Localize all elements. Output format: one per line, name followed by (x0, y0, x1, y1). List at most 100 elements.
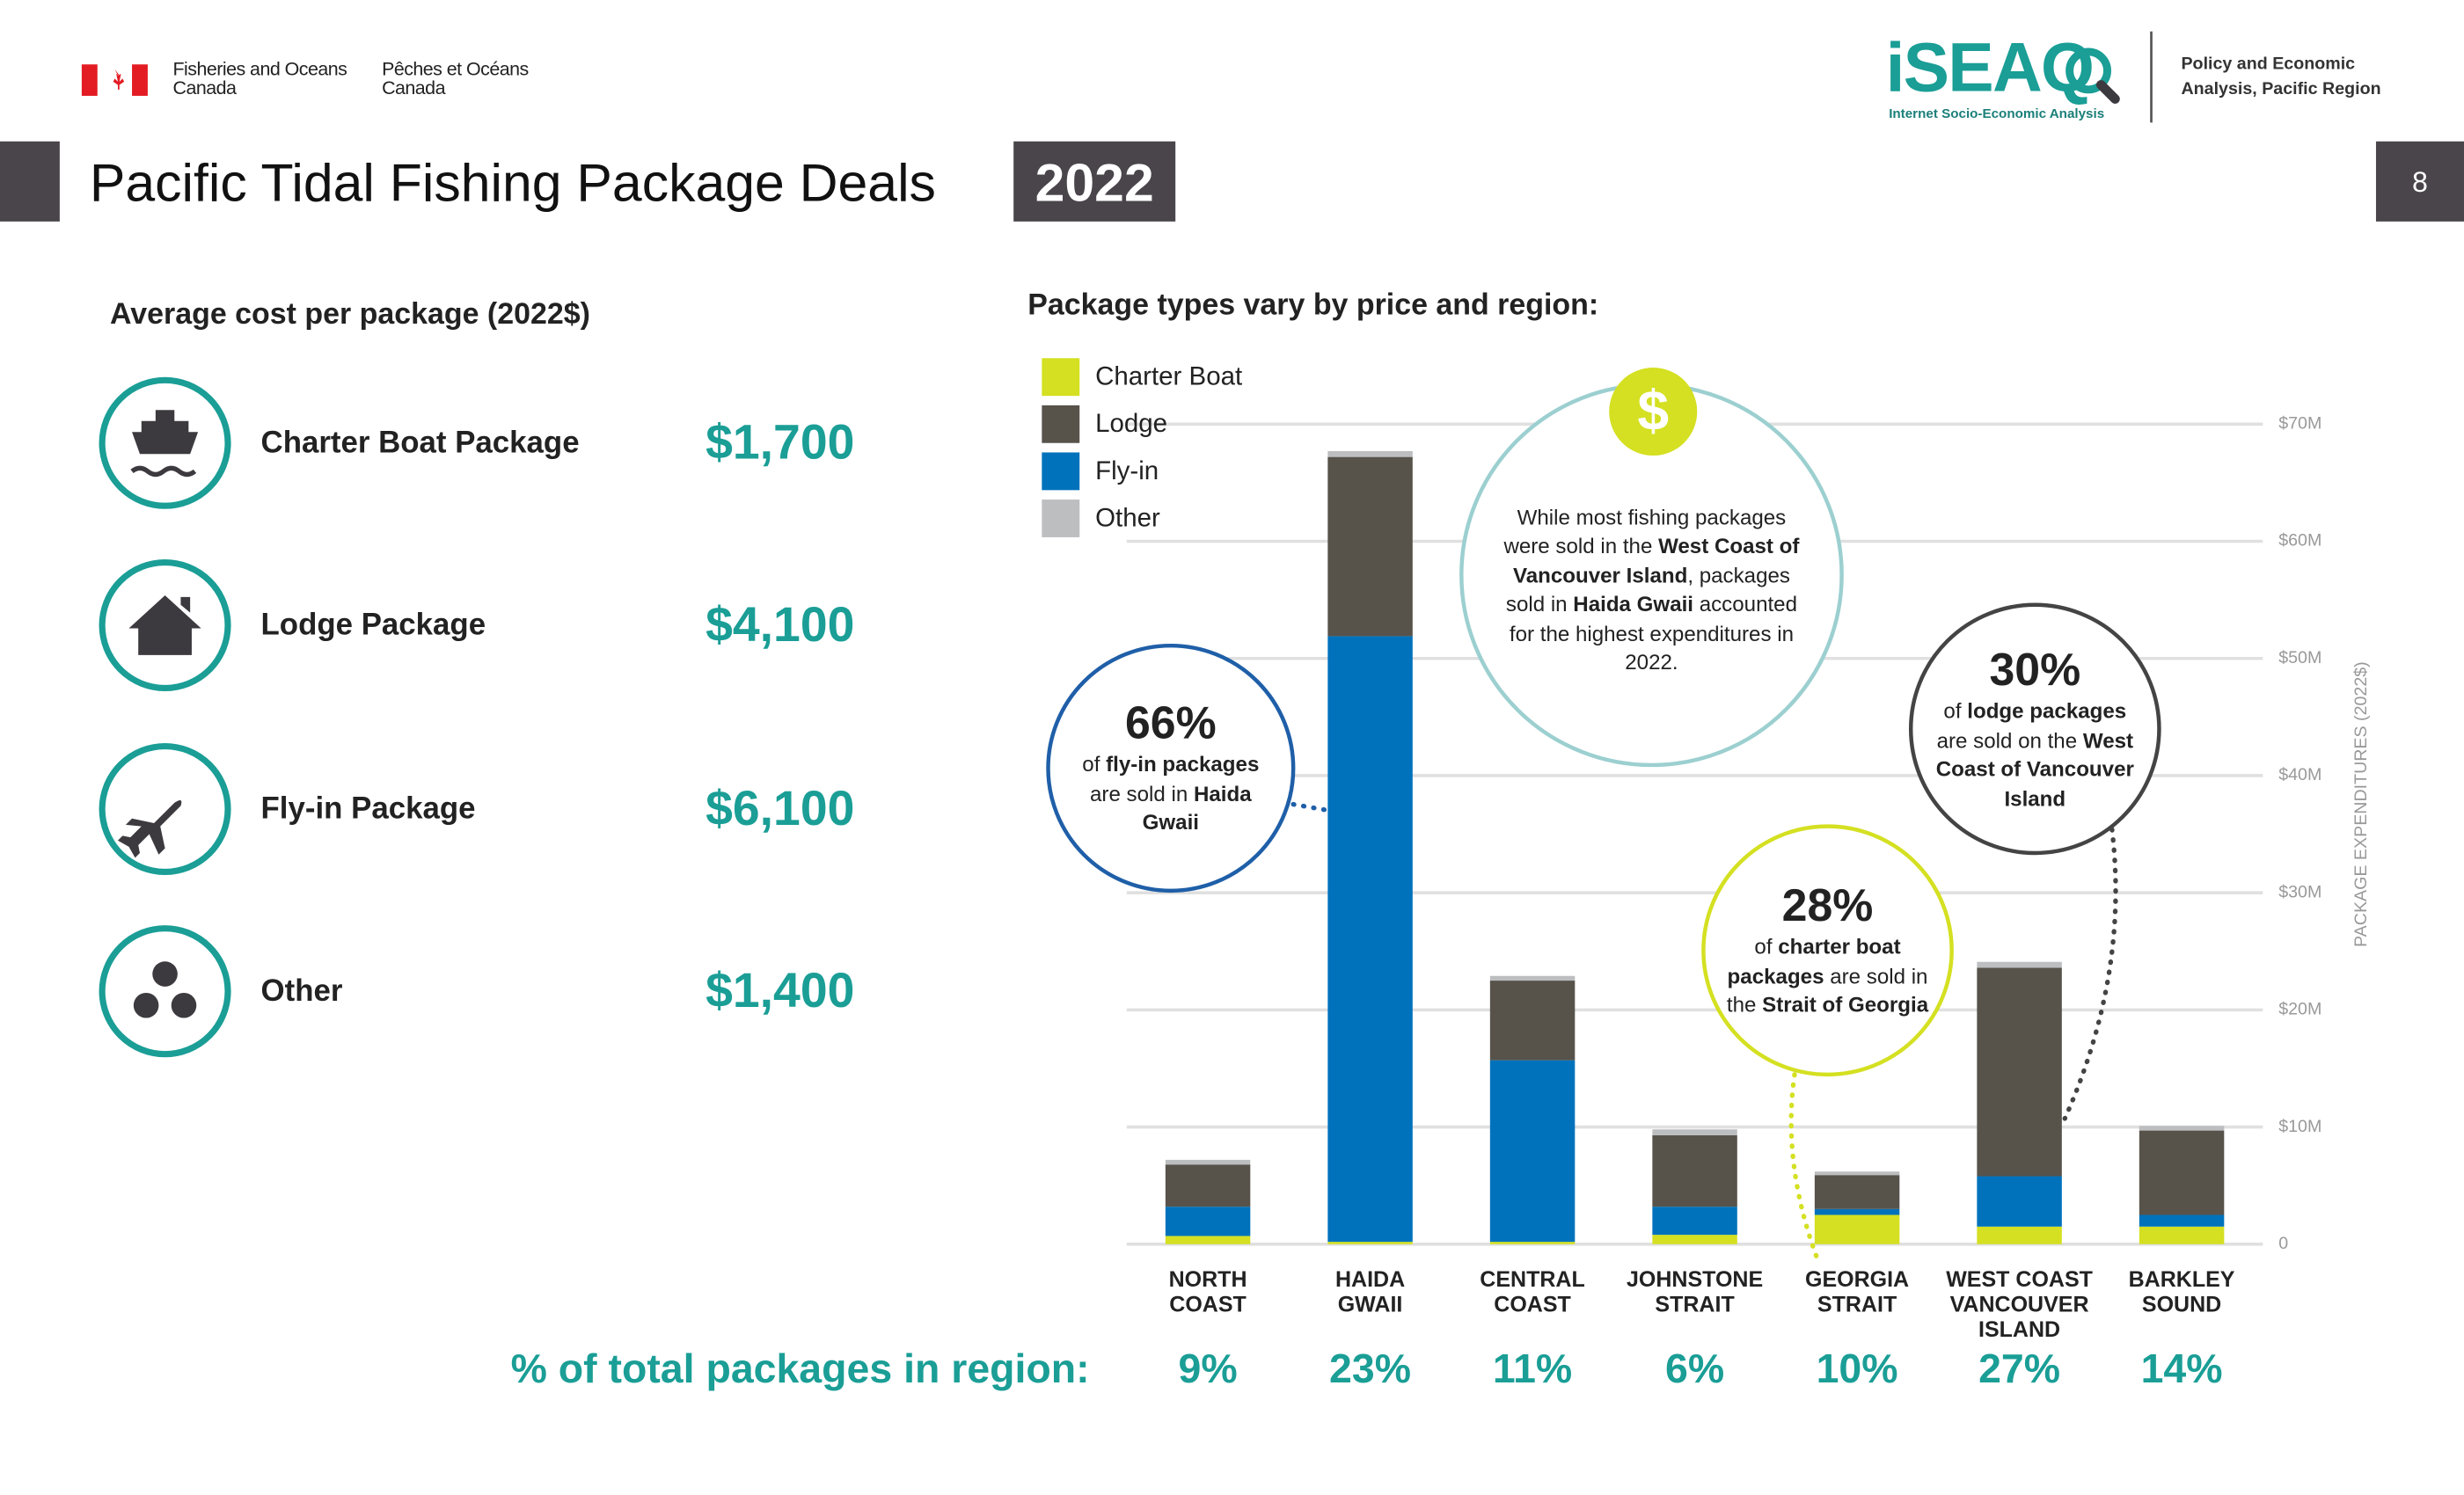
callout-emphasis: West Coast of Vancouver Island (1935, 727, 2134, 810)
bar-segment (1327, 450, 1413, 457)
bar-segment (1652, 1235, 1737, 1244)
region-share: 6% (1665, 1345, 1725, 1392)
logo-glass (2066, 47, 2111, 94)
callout-emphasis: lodge packages (1967, 698, 2127, 723)
logo-sub: Internet Socio-Economic Analysis (1889, 105, 2105, 121)
unit: Policy and Economic Analysis, Pacific Reg… (2181, 52, 2380, 102)
bars (1165, 450, 2225, 1244)
bar-segment (1489, 981, 1576, 1061)
bar-segment (1489, 1242, 1576, 1244)
callout-text: of (1082, 752, 1107, 777)
package-price: $6,100 (706, 780, 855, 836)
bar-segment (2139, 1130, 2225, 1215)
y-tick-label: 0 (2278, 1234, 2288, 1253)
region-share: 11% (1492, 1345, 1573, 1392)
package-name: Charter Boat Package (260, 426, 580, 461)
chart-title: Package types vary by price and region: (1027, 288, 1599, 323)
callout-text: of (1943, 698, 1968, 723)
y-tick-label: $40M (2278, 765, 2321, 784)
bar-segment (1652, 1207, 1737, 1236)
page-block (2375, 141, 2464, 222)
callout-emphasis: West Coast of Vancouver Island (1512, 534, 1800, 587)
dot-icon (133, 992, 159, 1018)
bar-segment (1652, 1134, 1737, 1207)
bar-segment (1652, 1129, 1737, 1135)
bar-segment (1165, 1164, 1251, 1207)
callout-text: are sold in (1090, 781, 1194, 806)
dot-icon (152, 961, 178, 987)
costs-title: Average cost per package (2022$) (110, 298, 590, 332)
icon-ring (99, 925, 231, 1058)
callout-emphasis: Haida Gwaii (1573, 592, 1694, 616)
legend-swatch (1042, 358, 1080, 397)
bar-segment (1977, 1226, 2062, 1244)
icons (117, 410, 201, 1018)
share-label: % of total packages in region: (510, 1345, 1090, 1392)
y-tick-label: $10M (2278, 1117, 2321, 1136)
callout-emphasis: fly-in packages (1106, 752, 1260, 777)
bar-segment (2139, 1126, 2225, 1131)
legend-swatch (1042, 405, 1080, 443)
icon-ring (99, 742, 231, 875)
bar-segment (1165, 1236, 1251, 1244)
region-share: 10% (1816, 1345, 1898, 1392)
dept-fr: Pêches et Océans Canada (382, 60, 529, 98)
bar-segment (2139, 1226, 2225, 1244)
callout: 66% of fly-in packages are sold in Haida … (1069, 697, 1273, 838)
callout-ring (1046, 643, 1296, 893)
callout-text: While most fishing packages were sold in… (1503, 505, 1787, 558)
bar-segment (1165, 1207, 1251, 1236)
dept-fr-line: Canada (382, 77, 445, 99)
bar-segment (1977, 1176, 2062, 1227)
legend-label: Lodge (1095, 410, 1168, 439)
y-tick-label: $70M (2278, 414, 2321, 434)
legend-label: Charter Boat (1095, 362, 1243, 391)
callout-head: 30% (1989, 645, 2081, 696)
flag-bar (132, 64, 148, 96)
callout-text: accounted for the highest expenditures i… (1509, 592, 1798, 675)
callout-emphasis: charter boat packages (1727, 934, 1901, 988)
bar-segment (1977, 967, 2062, 1177)
callout-text: are sold in the (1726, 963, 1928, 1017)
bar-segment (1814, 1171, 1900, 1176)
x-tick-label: NORTH COAST (1168, 1265, 1247, 1316)
callout-emphasis: Strait of Georgia (1762, 992, 1929, 1017)
dollar-icon: $ (1637, 379, 1669, 442)
page-number: 8 (2412, 166, 2428, 199)
bar-segment (1814, 1208, 1900, 1215)
legend-label: Fly-in (1095, 456, 1159, 485)
callout: 28% of charter boat packages are sold in … (1724, 879, 1932, 1020)
connector (2062, 827, 2118, 1121)
page-year: 2022 (1035, 154, 1154, 214)
callout-text: , packages sold in (1505, 563, 1790, 616)
y-tick-label: $60M (2278, 531, 2321, 551)
y-tick-label: $50M (2278, 648, 2321, 667)
region-share: 14% (2140, 1345, 2223, 1392)
connector (1290, 801, 1332, 813)
legend-label: Other (1095, 504, 1160, 533)
callout-ring (1908, 602, 2161, 856)
plane-icon (117, 799, 182, 858)
x-tick-label: GEORGIA STRAIT (1805, 1265, 1910, 1316)
connector (1788, 1072, 1819, 1259)
bar-segment (1327, 1242, 1413, 1244)
logo-handle (2095, 80, 2120, 104)
y-tick-label: $20M (2278, 1000, 2321, 1019)
house-icon (128, 595, 201, 655)
region-share: 27% (1978, 1345, 2061, 1392)
callout-text: are sold on the (1936, 727, 2083, 752)
callout: 30% of lodge packages are sold on the Wes… (1931, 644, 2139, 813)
year-block (1013, 141, 1176, 222)
package-price: $1,700 (706, 414, 855, 470)
y-axis-label: PACKAGE EXPENDITURES (2022$) (2351, 661, 2371, 947)
logo: iSEAQ (1885, 29, 2095, 107)
region-share: 23% (1329, 1345, 1412, 1392)
callout-emphasis: Haida Gwaii (1142, 781, 1252, 835)
icon-rings (99, 376, 231, 1058)
legend-swatch (1042, 452, 1080, 491)
x-tick-label: WEST COAST VANCOUVER ISLAND (1946, 1265, 2093, 1342)
callout-ring (1701, 824, 1954, 1077)
bar-segment (1327, 456, 1413, 637)
